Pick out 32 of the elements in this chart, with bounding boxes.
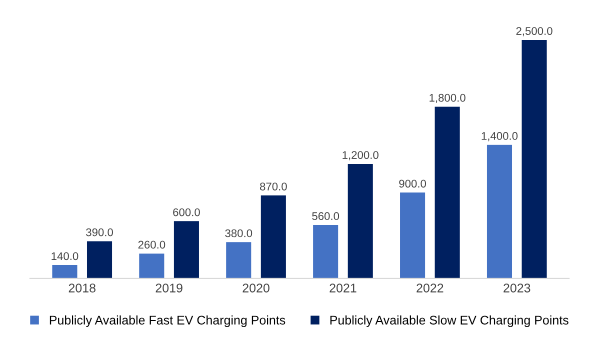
x-tick-label: 2023 [504, 284, 530, 292]
x-tick-label: 2020 [242, 284, 270, 292]
data-label: 390.0 [86, 228, 113, 236]
bar [52, 265, 78, 278]
bar [139, 254, 164, 278]
data-label: 600.0 [173, 208, 200, 216]
bar [226, 242, 252, 278]
data-label: 1,400.0 [482, 132, 518, 142]
data-label: 560.0 [312, 212, 340, 220]
x-tick-label: 2019 [156, 284, 182, 292]
bar [348, 164, 373, 278]
bar [174, 221, 199, 278]
data-label: 380.0 [225, 229, 252, 238]
data-label: 2,500.0 [516, 27, 552, 36]
bar [400, 192, 426, 278]
data-label: 140.0 [52, 252, 78, 260]
data-label: 870.0 [260, 182, 287, 190]
data-label: 1,200.0 [342, 151, 378, 160]
legend-label: Publicly Available Slow EV Charging Points [330, 315, 568, 328]
bar [313, 224, 338, 278]
bar [486, 144, 512, 278]
x-tick-label: 2021 [330, 284, 356, 292]
data-label: 1,800.0 [430, 94, 466, 104]
bar [434, 106, 460, 278]
data-label: 260.0 [138, 240, 166, 249]
legend-label: Publicly Available Fast EV Charging Points [50, 315, 286, 328]
data-label: 900.0 [399, 180, 426, 188]
bar [522, 40, 547, 278]
bar [86, 241, 112, 278]
bar [260, 195, 286, 278]
x-tick-label: 2018 [68, 284, 96, 292]
x-tick-label: 2022 [416, 284, 444, 292]
